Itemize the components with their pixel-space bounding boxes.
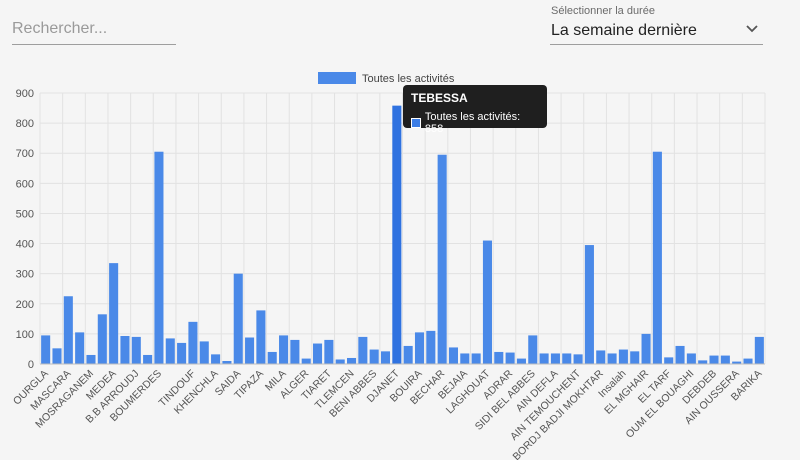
y-tick-label: 600 [16, 178, 34, 190]
bar [743, 358, 753, 364]
bar [313, 343, 323, 364]
bar [290, 339, 300, 364]
bar [686, 353, 696, 364]
bar [698, 360, 708, 364]
bar [539, 353, 549, 364]
chevron-down-icon[interactable] [745, 24, 759, 34]
bar [414, 332, 425, 364]
duration-value[interactable]: La semaine dernière [551, 22, 697, 39]
bar [245, 337, 255, 364]
y-tick-label: 500 [16, 208, 34, 220]
bar [358, 336, 368, 364]
bar [482, 240, 492, 364]
duration-select[interactable]: Sélectionner la durée La semaine dernièr… [550, 4, 763, 45]
bar [664, 357, 674, 364]
bar [177, 342, 187, 364]
chart-tooltip: TEBESSA Toutes les activités: 858 [403, 85, 547, 135]
bar [754, 336, 764, 364]
bar [143, 354, 153, 364]
bar [505, 352, 515, 364]
bar [97, 314, 107, 364]
bar [573, 354, 583, 364]
bar [528, 335, 538, 364]
y-tick-label: 0 [28, 359, 34, 371]
bar [86, 354, 96, 364]
bar [732, 361, 742, 364]
bar [550, 353, 560, 364]
bar [335, 359, 345, 364]
bar [516, 358, 526, 364]
y-tick-label: 200 [16, 299, 34, 311]
y-tick-label: 300 [16, 269, 34, 281]
y-tick-label: 100 [16, 329, 34, 341]
bar [301, 358, 311, 364]
bar [222, 360, 232, 364]
bar [369, 349, 379, 364]
bar [426, 330, 436, 364]
bar [641, 333, 651, 364]
duration-label: Sélectionner la durée [551, 5, 655, 17]
bar [618, 349, 628, 364]
bar [596, 350, 606, 364]
tooltip-swatch [411, 118, 421, 128]
bar [607, 353, 617, 364]
bar [131, 336, 141, 364]
bar [630, 351, 640, 364]
bar-chart: 0100200300400500600700800900OURGLAMASCAR… [11, 72, 766, 460]
bar [584, 245, 594, 364]
bar [324, 339, 334, 364]
bar [675, 345, 685, 364]
bar [346, 357, 357, 364]
y-tick-label: 900 [16, 88, 34, 100]
bar [188, 321, 198, 364]
bar [233, 273, 243, 364]
bar [720, 355, 730, 364]
bar [267, 351, 277, 364]
y-tick-label: 800 [16, 118, 34, 130]
bar [154, 151, 164, 364]
bar [41, 335, 51, 364]
bar [52, 348, 62, 364]
bar [109, 263, 119, 364]
bar [562, 353, 572, 364]
bar [652, 151, 662, 364]
bar [279, 335, 289, 364]
tooltip-text: Toutes les activités: 858 [424, 111, 521, 135]
bar [165, 338, 175, 364]
legend-label: Toutes les activités [362, 73, 455, 85]
legend-swatch [318, 72, 356, 84]
bar [709, 355, 719, 364]
bar [256, 310, 266, 364]
bar [471, 353, 481, 364]
bar [494, 351, 504, 364]
search-input[interactable] [12, 14, 176, 38]
bar [120, 335, 130, 364]
bar [392, 105, 402, 364]
y-tick-label: 700 [16, 148, 34, 160]
bar [437, 154, 447, 364]
bar [211, 354, 221, 364]
bar [199, 341, 209, 364]
bar [403, 345, 413, 364]
bar [460, 353, 470, 364]
bar [380, 351, 391, 364]
y-tick-label: 400 [16, 239, 34, 251]
search-field[interactable] [12, 14, 176, 45]
bar [448, 347, 459, 364]
bar [63, 296, 73, 364]
bar [75, 332, 85, 364]
tooltip-title: TEBESSA [411, 91, 468, 105]
